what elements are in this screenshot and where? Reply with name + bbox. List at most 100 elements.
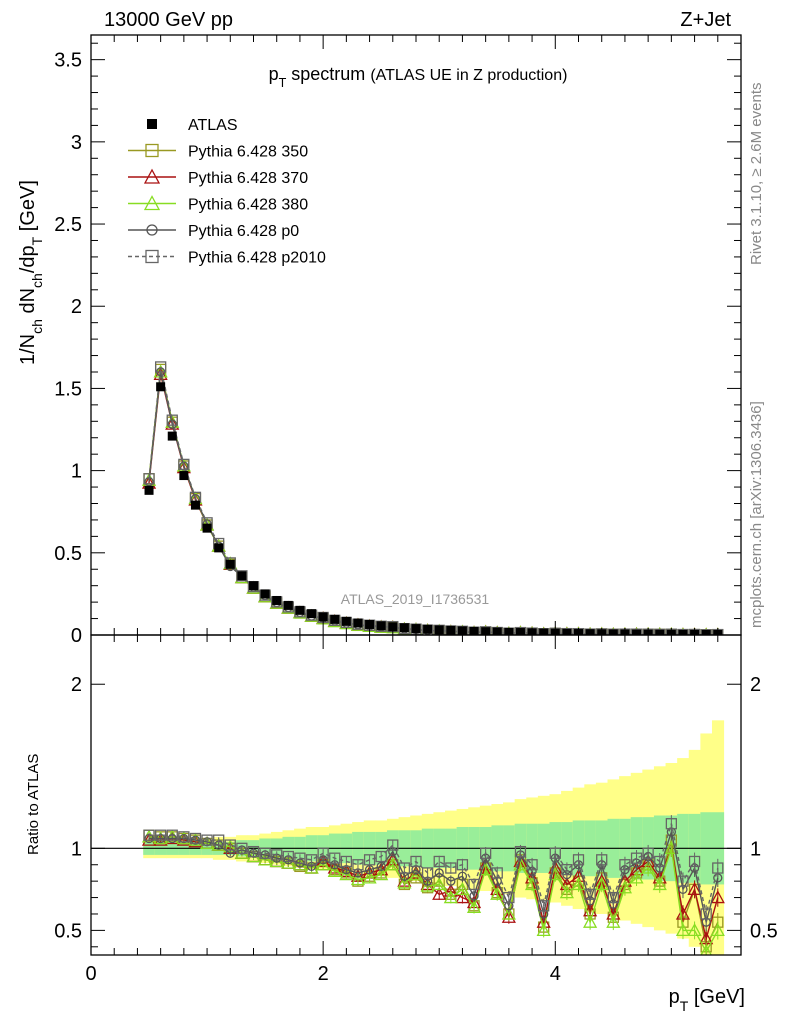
ratio-point [376,861,386,872]
ratio-point [432,886,447,900]
ratio-point [432,877,447,891]
ratio-point [538,900,550,912]
ratio-point [654,855,666,868]
ratio-point [201,834,213,846]
atlas-point [492,627,502,635]
ratio-point [559,885,574,899]
spectrum-point [167,419,177,429]
ratio-point [340,855,353,868]
spectrum-point [491,626,503,635]
ratio-point [456,859,469,871]
ratio-y-tick-label-right: 0.5 [750,920,778,942]
ratio-point [466,900,482,914]
ratio-point [642,847,654,859]
ratio-point [641,860,656,874]
ratio-point [352,859,364,871]
atlas-point [423,624,433,634]
upper-y-tick-label: 0.5 [54,543,82,565]
ratio-point [176,832,191,846]
upper-y-axis-label: 1/Nch dNch/dpT [GeV] [17,180,45,365]
atlas-point [701,629,711,635]
ratio-point [688,855,701,868]
upper-y-tick-label: 2.5 [54,214,82,236]
spectrum-point [166,414,178,426]
atlas-point [608,629,618,635]
side-rivet-label: Rivet 3.1.10, ≥ 2.6M events [748,83,765,266]
ratio-point [687,923,702,937]
atlas-point [376,621,386,631]
spectrum-point [456,625,469,635]
spectrum-point [375,620,387,632]
ratio-point [665,818,678,830]
ratio-point [490,886,505,900]
ratio-point [536,923,551,937]
ratio-point [143,829,155,841]
legend-label: Pythia 6.428 p2010 [188,250,326,267]
ratio-y-tick-label: 2 [71,674,82,696]
ratio-y-axis-label: Ratio to ATLAS [25,754,42,855]
atlas-point [539,628,549,635]
ratio-point [374,867,389,881]
ratio-point [259,847,271,859]
ratio-point [712,862,724,874]
spectrum-point [176,458,191,472]
header-right: Z+Jet [680,9,731,31]
ratio-line [149,829,719,923]
ratio-point [166,829,178,841]
upper-y-tick-label: 3 [71,132,82,154]
ratio-point [420,878,435,892]
ratio-point [362,870,377,884]
ratio-point [594,877,609,891]
ratio-point [224,839,236,851]
ratio-point [387,839,399,851]
ratio-point [154,829,167,841]
atlas-point [167,431,177,441]
spectrum-point [178,458,190,471]
ratio-point [317,847,329,859]
atlas-point [179,471,189,481]
upper-y-tick-label: 3.5 [54,50,82,72]
ratio-point [583,914,598,928]
atlas-point [353,618,363,628]
ratio-point [503,891,515,904]
spectrum-point [514,626,527,635]
header-left: 13000 GeV pp [104,9,233,31]
ratio-point [397,875,412,889]
spectrum-point [584,628,596,635]
ratio-point [617,880,633,894]
ratio-point [455,882,470,896]
atlas-point [678,629,688,635]
ratio-point [271,849,283,861]
atlas-point [585,629,595,635]
ratio-point [455,890,470,904]
atlas-point [214,543,224,553]
spectrum-point [654,628,666,635]
spectrum-point [165,416,180,430]
x-tick-label: 4 [550,963,561,985]
ratio-point [607,891,619,904]
ratio-point [364,865,375,875]
side-mcplots-label: mcplots.cern.ch [arXiv:1306.3436] [748,401,765,628]
ratio-point [258,852,273,866]
ratio-point [294,852,306,864]
upper-y-tick-label: 2 [71,296,82,318]
ratio-point [225,848,235,858]
spectrum-point [236,570,248,582]
legend-marker [147,119,157,129]
atlas-point [237,571,247,581]
ratio-point [652,877,667,891]
atlas-point [307,609,317,619]
ratio-point [700,908,712,920]
ratio-point [363,854,376,866]
ratio-point [445,862,457,874]
spectrum-point [561,627,573,635]
atlas-point [515,628,525,635]
legend-marker [143,168,161,184]
ratio-panel: 0 2 4 0.5 0.5 1 1 2 2 [54,634,778,985]
ratio-point [189,832,202,845]
ratio-point [433,855,445,868]
atlas-point [632,629,642,635]
ratio-y-tick-label-right: 1 [750,838,761,860]
legend-label: Pythia 6.428 350 [188,144,308,161]
